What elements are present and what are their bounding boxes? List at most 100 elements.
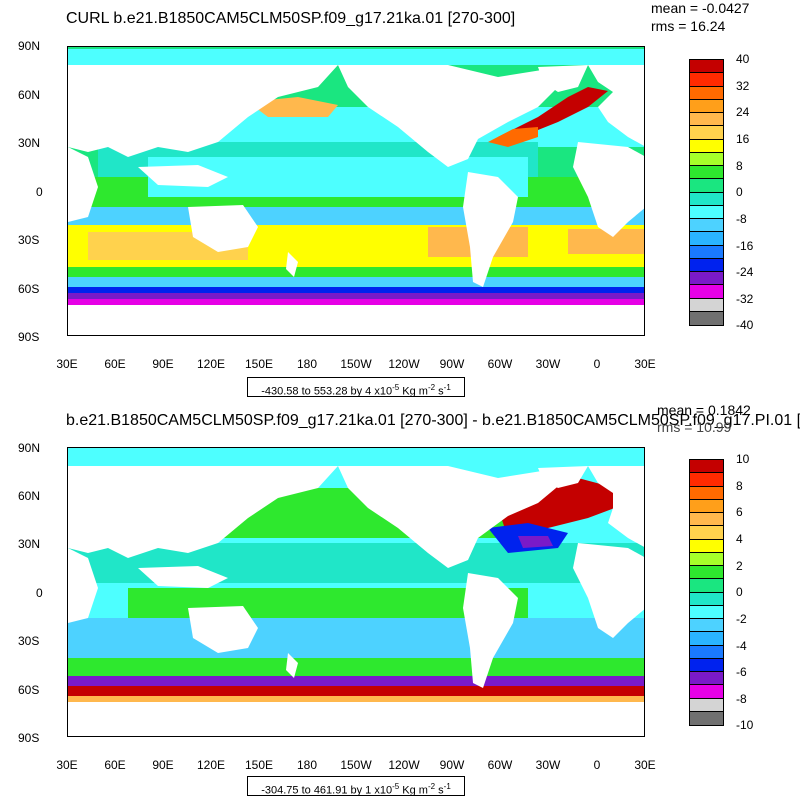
lon-label: 30W: [535, 758, 561, 772]
panel-title: CURL b.e21.B1850CAM5CLM50SP.f09_g17.21ka…: [66, 10, 516, 27]
lat-label: 0: [36, 586, 43, 600]
range-units: Kg m: [399, 385, 428, 398]
lon-label: 30W: [535, 357, 561, 371]
colorbar-swatch: [690, 499, 723, 513]
colorbar-swatch: [690, 460, 723, 474]
colorbar-swatch: [690, 311, 723, 325]
colorbar-label: 8: [736, 159, 743, 173]
range-units-tail: s: [435, 385, 444, 398]
range-units-exp: -2: [427, 782, 436, 791]
colorbar-swatch: [690, 473, 723, 487]
colorbar-label: -6: [736, 665, 747, 679]
lat-label: 60N: [18, 489, 41, 503]
colorbar-swatch: [690, 60, 723, 74]
lon-label: 60W: [487, 758, 513, 772]
colorbar-swatch: [690, 486, 723, 500]
colorbar-swatch: [690, 298, 723, 312]
colorbar-label: -2: [736, 612, 747, 626]
range-units-tail-exp: -1: [443, 383, 451, 392]
colorbar-label: -8: [736, 692, 747, 706]
colorbar-swatch: [690, 552, 723, 566]
lat-label: 30S: [18, 634, 40, 648]
lon-label: 150E: [244, 357, 274, 371]
colorbar-label: 0: [736, 185, 743, 199]
colorbar-swatch: [690, 698, 723, 712]
colorbar-swatch: [690, 152, 723, 166]
difference-panel: b.e21.B1850CAM5CLM50SP.f09_g17.21ka.01 […: [0, 400, 800, 800]
range-units-tail: s: [435, 784, 444, 797]
colorbar-swatch: [690, 605, 723, 619]
colorbar-swatch: [690, 672, 723, 686]
colorbar-swatch: [690, 192, 723, 206]
lat-label: 30S: [18, 233, 40, 247]
colorbar-label: -16: [736, 239, 754, 253]
lon-label: 150W: [340, 357, 372, 371]
colorbar-swatch: [690, 219, 723, 233]
colorbar-swatch: [690, 513, 723, 527]
colorbar-swatch: [690, 232, 723, 246]
colorbar: [689, 459, 724, 726]
contour-range-box: -304.75 to 461.91 by 1 x10-5 Kg m-2 s-1: [247, 776, 465, 797]
lon-label: 150W: [340, 758, 372, 772]
lon-label: 30E: [56, 357, 78, 371]
curl-map: [67, 46, 645, 336]
colorbar-swatch: [690, 285, 723, 299]
colorbar-label: 6: [736, 505, 743, 519]
colorbar-label: -10: [736, 718, 754, 732]
colorbar-label: 32: [736, 79, 750, 93]
curl-panel: CURL b.e21.B1850CAM5CLM50SP.f09_g17.21ka…: [0, 0, 800, 400]
range-text: -430.58 to 553.28 by 4 x10: [261, 385, 393, 398]
colorbar-swatch: [690, 113, 723, 127]
lon-label: 120E: [196, 758, 226, 772]
colorbar-label: 40: [736, 52, 750, 66]
range-exp: -5: [392, 383, 400, 392]
colorbar-label: 24: [736, 105, 750, 119]
lon-label: 120E: [196, 357, 226, 371]
colorbar-swatch: [690, 632, 723, 646]
colorbar-swatch: [690, 658, 723, 672]
lon-label: 90E: [152, 357, 174, 371]
colorbar-label: -4: [736, 639, 747, 653]
lat-label: 60N: [18, 88, 41, 102]
lat-label: 0: [36, 185, 43, 199]
rms-value: rms = 10.99: [657, 419, 732, 435]
colorbar-swatch: [690, 619, 723, 633]
lat-label: 30N: [18, 537, 41, 551]
colorbar-swatch: [690, 86, 723, 100]
colorbar-swatch: [690, 99, 723, 113]
range-units-tail-exp: -1: [443, 782, 451, 791]
colorbar-swatch: [690, 166, 723, 180]
difference-map-plot: [68, 448, 644, 736]
colorbar-label: -32: [736, 292, 754, 306]
lat-label: 60S: [18, 282, 40, 296]
colorbar-label: -40: [736, 318, 754, 332]
difference-map: [67, 447, 645, 737]
range-text: -304.75 to 461.91 by 1 x10: [261, 784, 393, 797]
lon-label: 180: [296, 758, 318, 772]
contour-range-box: -430.58 to 553.28 by 4 x10-5 Kg m-2 s-1: [247, 377, 465, 398]
colorbar-label: 16: [736, 132, 750, 146]
colorbar-swatch: [690, 179, 723, 193]
colorbar-label: -8: [736, 212, 747, 226]
range-exp: -5: [392, 782, 400, 791]
lat-label: 90S: [18, 330, 40, 344]
colorbar-swatch: [690, 272, 723, 286]
colorbar-swatch: [690, 205, 723, 219]
colorbar: [689, 59, 724, 326]
lon-label: 0: [593, 357, 601, 371]
lon-label: 90W: [439, 357, 465, 371]
colorbar-swatch: [690, 139, 723, 153]
colorbar-label: 4: [736, 532, 743, 546]
lon-label: 120W: [388, 758, 420, 772]
lon-label: 90W: [439, 758, 465, 772]
colorbar-swatch: [690, 645, 723, 659]
lon-label: 60W: [487, 357, 513, 371]
colorbar-label: 0: [736, 585, 743, 599]
range-units-exp: -2: [427, 383, 436, 392]
colorbar-swatch: [690, 711, 723, 725]
lon-label: 30E: [634, 758, 656, 772]
colorbar-swatch: [690, 245, 723, 259]
range-units: Kg m: [399, 784, 428, 797]
lon-label: 180: [296, 357, 318, 371]
lat-label: 60S: [18, 683, 40, 697]
